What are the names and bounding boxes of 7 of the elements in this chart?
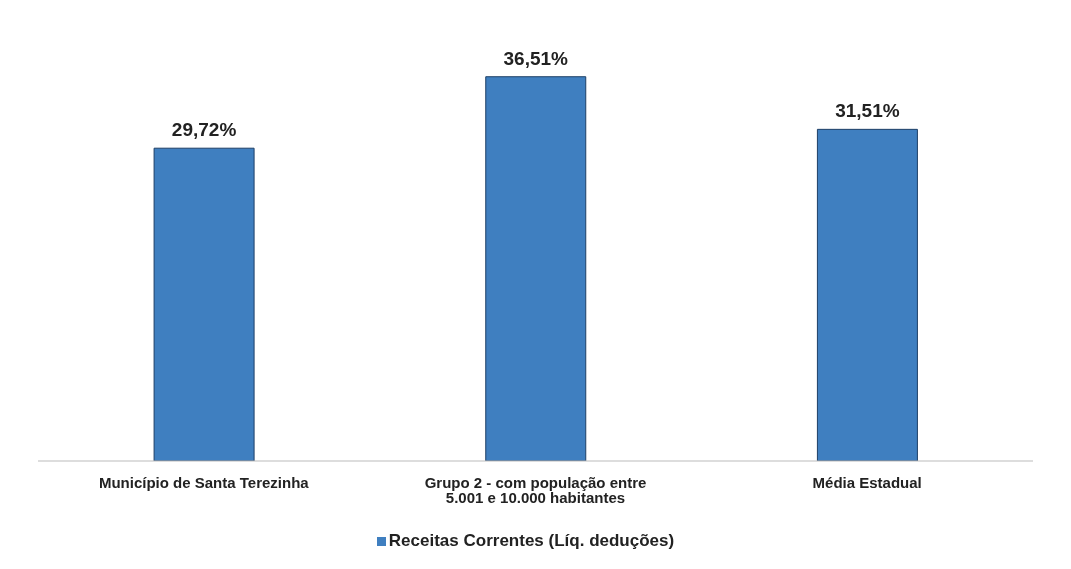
x-tick-label: Município de Santa Terezinha — [98, 473, 310, 491]
data-label: 29,72% — [171, 119, 237, 141]
legend-label: Receitas Correntes (Líq. deduções) — [387, 531, 675, 551]
x-tick-label: Grupo 2 - com população entre 5.001 e 10.000 habitantes — [424, 473, 647, 506]
data-label: 31,51% — [835, 100, 900, 122]
x-tick-label: Média Estadual — [812, 473, 922, 491]
data-label: 36,51% — [503, 47, 569, 69]
